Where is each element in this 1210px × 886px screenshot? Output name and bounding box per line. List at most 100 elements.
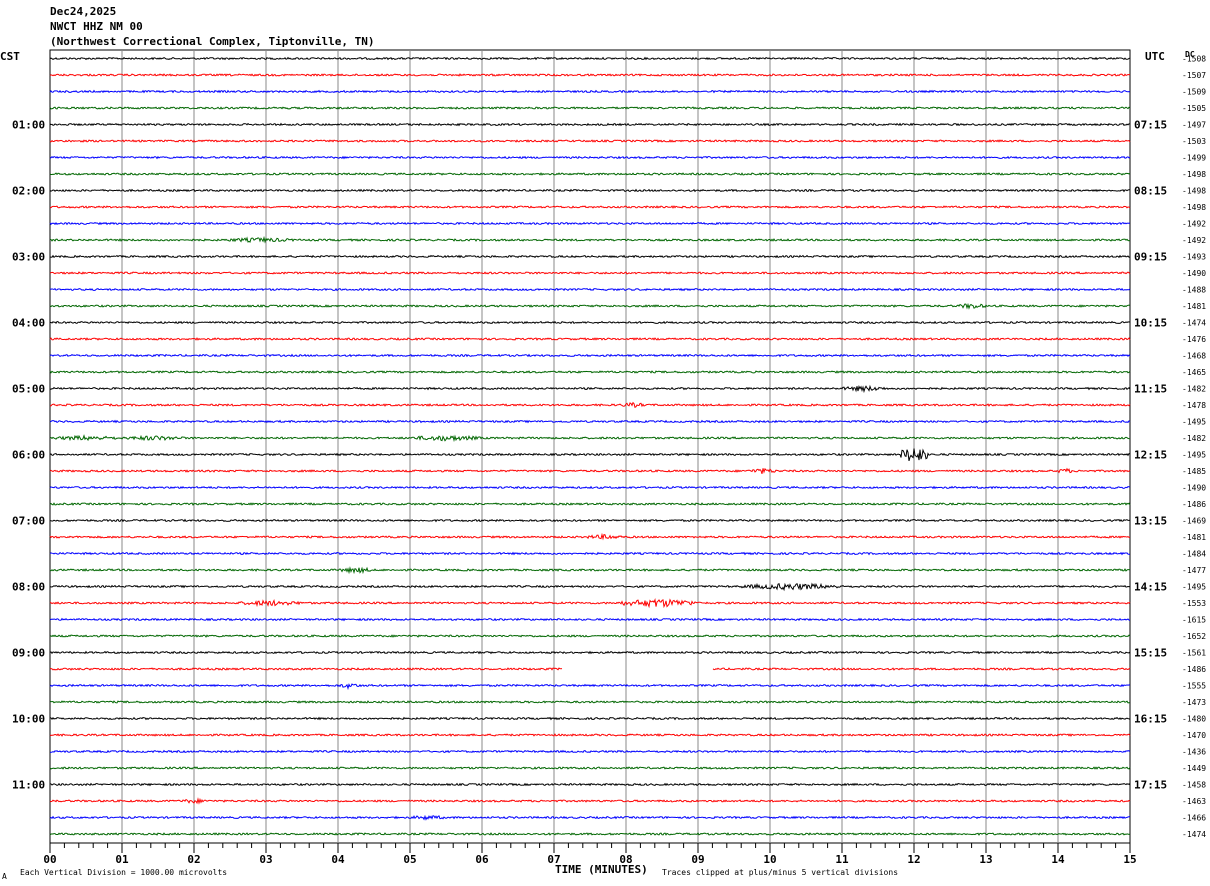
dc-offset-label: -1436 <box>1182 748 1206 757</box>
left-hour-label: 06:00 <box>12 449 45 462</box>
dc-offset-label: -1477 <box>1182 566 1206 575</box>
dc-offset-label: -1561 <box>1182 649 1206 658</box>
dc-offset-label: -1495 <box>1182 418 1206 427</box>
dc-offset-label: -1473 <box>1182 698 1206 707</box>
dc-offset-label: -1485 <box>1182 467 1206 476</box>
seismic-trace <box>49 634 1131 638</box>
dc-offset-label: -1495 <box>1182 451 1206 460</box>
dc-offset-label: -1486 <box>1182 665 1206 674</box>
seismic-trace <box>49 814 1131 821</box>
right-hour-label: 07:15 <box>1134 119 1167 132</box>
seismic-trace <box>49 797 1131 805</box>
seismic-trace <box>49 650 1131 655</box>
seismic-trace <box>49 667 1131 671</box>
dc-offset-label: -1468 <box>1182 352 1206 361</box>
station-code: NWCT HHZ NM 00 <box>50 20 143 33</box>
dc-offset-label: -1553 <box>1182 599 1206 608</box>
dc-offset-label: -1509 <box>1182 88 1206 97</box>
dc-column-header: DC <box>1185 50 1195 59</box>
dc-offset-label: -1486 <box>1182 500 1206 509</box>
right-hour-label: 14:15 <box>1134 581 1167 594</box>
clip-note: Traces clipped at plus/minus 5 vertical … <box>662 868 899 877</box>
dc-offset-label: -1465 <box>1182 368 1206 377</box>
right-hour-label: 15:15 <box>1134 647 1167 660</box>
seismic-trace <box>49 172 1131 176</box>
left-hour-label: 09:00 <box>12 647 45 660</box>
right-hour-label: 16:15 <box>1134 713 1167 726</box>
dc-offset-label: -1488 <box>1182 286 1206 295</box>
seismic-trace <box>49 434 1131 443</box>
right-hour-label: 09:15 <box>1134 251 1167 264</box>
dc-offset-label: -1449 <box>1182 764 1206 773</box>
seismic-trace <box>49 139 1131 143</box>
dc-offset-label: -1492 <box>1182 220 1206 229</box>
x-axis-label: TIME (MINUTES) <box>555 863 648 876</box>
x-tick-label: 10 <box>763 853 776 866</box>
dc-offset-label: -1507 <box>1182 71 1206 80</box>
seismic-trace <box>49 401 1131 409</box>
dc-offset-label: -1476 <box>1182 335 1206 344</box>
seismic-trace <box>49 56 1131 61</box>
dc-offset-label: -1503 <box>1182 137 1206 146</box>
x-tick-label: 08 <box>619 853 632 866</box>
dc-offset-label: -1482 <box>1182 434 1206 443</box>
seismic-trace <box>49 287 1131 292</box>
seismic-trace <box>49 683 1131 691</box>
seismic-trace <box>49 467 1131 474</box>
dc-offset-label: -1498 <box>1182 187 1206 196</box>
seismic-trace <box>49 582 1131 592</box>
dc-offset-label: -1498 <box>1182 203 1206 212</box>
vertical-division-note: Each Vertical Division = 1000.00 microvo… <box>20 868 228 877</box>
seismic-trace <box>49 188 1130 193</box>
dc-offset-label: -1482 <box>1182 385 1206 394</box>
dc-offset-label: -1505 <box>1182 104 1206 113</box>
x-tick-label: 07 <box>547 853 560 866</box>
seismic-trace <box>49 597 1131 609</box>
right-hour-label: 12:15 <box>1134 449 1167 462</box>
dc-offset-label: -1484 <box>1182 550 1206 559</box>
dc-offset-label: -1493 <box>1182 253 1206 262</box>
plot-date: Dec24,2025 <box>50 5 117 18</box>
dc-offset-label: -1480 <box>1182 715 1206 724</box>
right-hour-label: 17:15 <box>1134 779 1167 792</box>
seismic-trace <box>49 733 1131 737</box>
dc-offset-label: -1508 <box>1182 55 1206 64</box>
seismic-trace <box>49 155 1131 160</box>
seismic-trace <box>50 700 1131 704</box>
dc-offset-label: -1490 <box>1182 484 1206 493</box>
seismic-trace <box>49 485 1131 490</box>
seismic-trace <box>49 106 1131 110</box>
x-tick-label: 02 <box>187 853 200 866</box>
dc-offset-label: -1474 <box>1182 830 1206 839</box>
dc-offset-label: -1495 <box>1182 583 1206 592</box>
x-tick-label: 09 <box>691 853 704 866</box>
seismic-trace <box>49 370 1131 374</box>
dc-offset-label: -1498 <box>1182 170 1206 179</box>
dc-offset-label: -1481 <box>1182 533 1206 542</box>
x-tick-label: 05 <box>403 853 416 866</box>
x-tick-label: 04 <box>331 853 345 866</box>
seismic-trace <box>49 532 1131 541</box>
left-hour-label: 03:00 <box>12 251 45 264</box>
dc-offset-label: -1490 <box>1182 269 1206 278</box>
dc-offset-label: -1492 <box>1182 236 1206 245</box>
seismic-trace <box>49 235 1131 244</box>
x-tick-label: 14 <box>1051 853 1065 866</box>
left-hour-label: 11:00 <box>12 779 45 792</box>
seismic-trace <box>49 384 1131 394</box>
left-hour-label: 01:00 <box>12 119 45 132</box>
seismic-trace <box>50 254 1131 259</box>
x-tick-label: 00 <box>43 853 56 866</box>
left-hour-label: 10:00 <box>12 713 45 726</box>
right-hour-label: 08:15 <box>1134 185 1167 198</box>
corner-mark: A <box>2 872 7 881</box>
left-hour-label: 05:00 <box>12 383 45 396</box>
seismic-trace <box>49 337 1131 341</box>
seismic-trace <box>49 617 1131 622</box>
left-timezone-label: CST <box>0 50 20 63</box>
seismic-trace <box>49 353 1131 358</box>
dc-offset-label: -1466 <box>1182 814 1206 823</box>
x-tick-label: 12 <box>907 853 920 866</box>
left-hour-label: 04:00 <box>12 317 45 330</box>
